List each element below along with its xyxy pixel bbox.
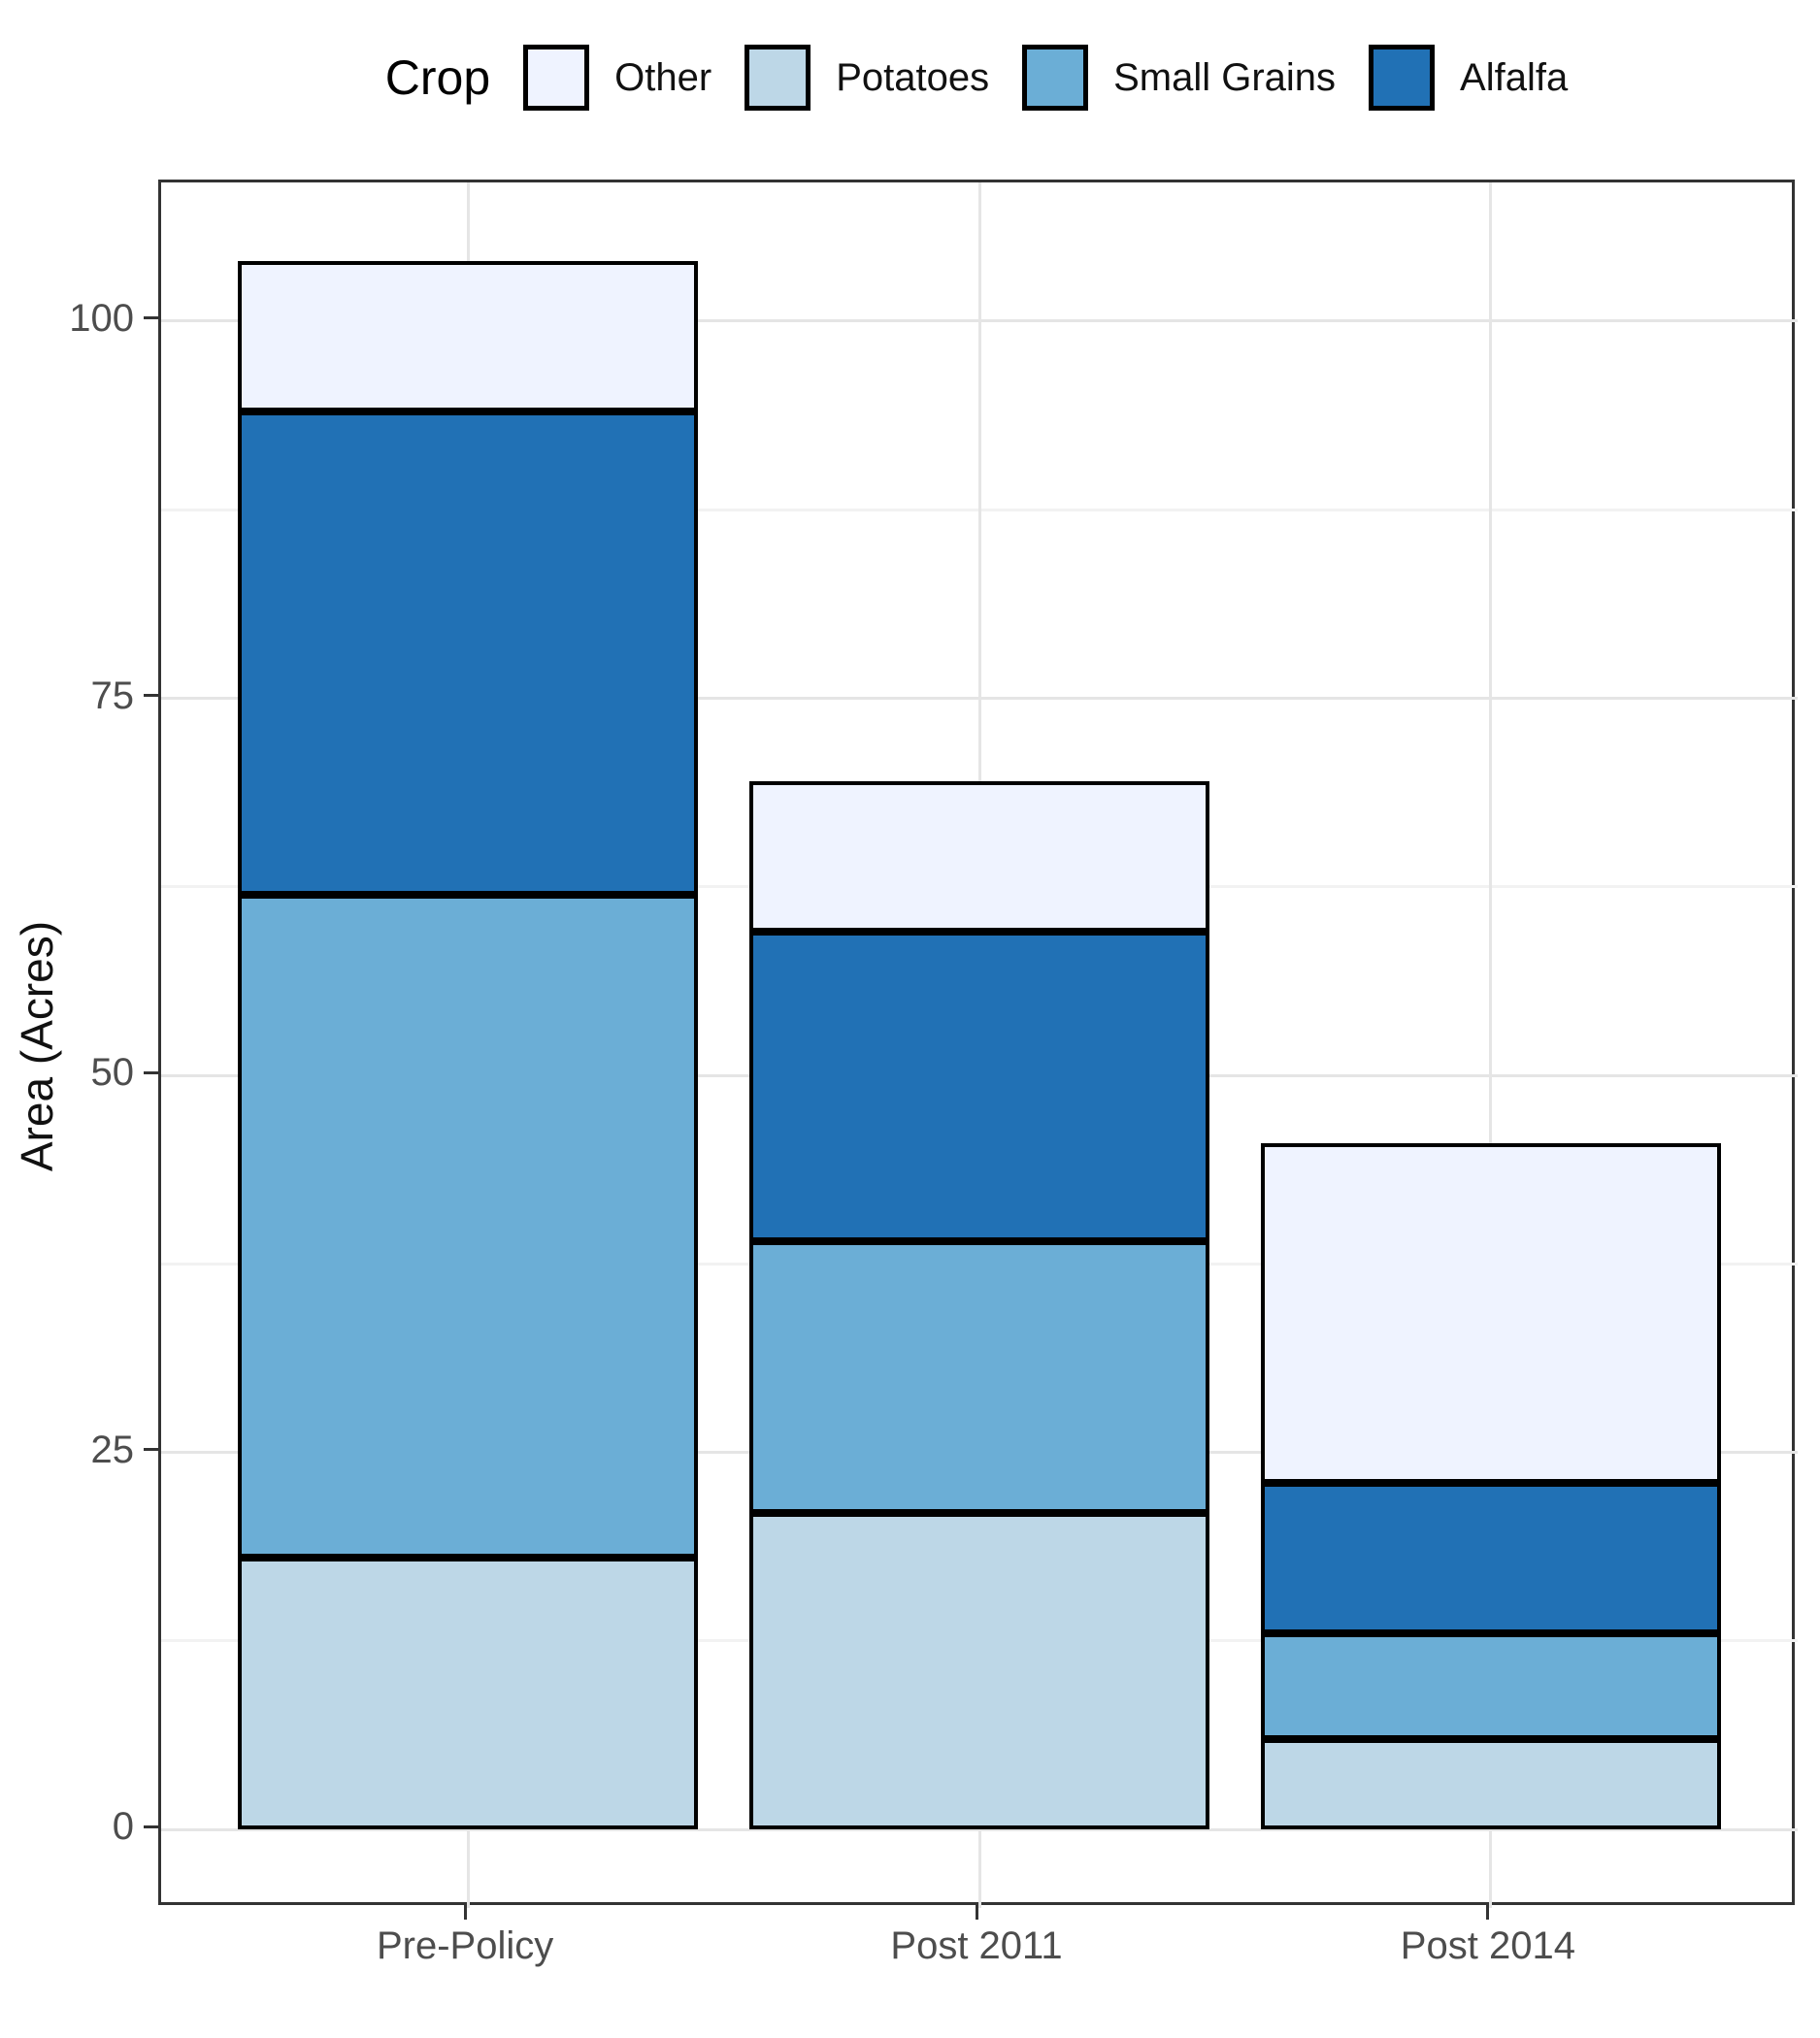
x-tick-label: Pre-Policy xyxy=(376,1924,554,1967)
x-tick xyxy=(1486,1905,1490,1920)
legend-item-potatoes: Potatoes xyxy=(745,45,989,111)
legend-label: Small Grains xyxy=(1113,55,1337,99)
y-tick-label: 0 xyxy=(112,1805,134,1849)
bar-segment-small-grains xyxy=(1260,1633,1721,1739)
legend-item-alfalfa: Alfalfa xyxy=(1369,45,1568,111)
legend-item-other: Other xyxy=(523,45,711,111)
y-tick xyxy=(144,1448,158,1452)
legend-label: Potatoes xyxy=(836,55,990,99)
gridline-major-x xyxy=(1489,182,1493,1908)
y-tick xyxy=(144,1824,158,1828)
bar-segment-other xyxy=(238,260,699,412)
y-tick-label: 75 xyxy=(90,674,135,717)
bar-segment-other xyxy=(748,781,1210,933)
legend-key-icon xyxy=(745,45,811,111)
legend-item-small-grains: Small Grains xyxy=(1022,45,1336,111)
legend-key-icon xyxy=(523,45,590,111)
bar-segment-small-grains xyxy=(238,894,699,1559)
legend-key-icon xyxy=(1022,45,1089,111)
bar-segment-potatoes xyxy=(748,1512,1210,1830)
bar-segment-other xyxy=(1260,1143,1721,1483)
y-tick xyxy=(144,1070,158,1074)
legend-label: Alfalfa xyxy=(1460,55,1569,99)
x-tick xyxy=(463,1905,467,1920)
x-tick xyxy=(975,1905,978,1920)
bar-segment-small-grains xyxy=(748,1241,1210,1513)
plot-panel xyxy=(158,180,1798,1908)
x-tick-label: Post 2011 xyxy=(890,1924,1063,1967)
y-tick xyxy=(144,316,158,320)
x-tick-label: Post 2014 xyxy=(1400,1924,1575,1967)
bar-segment-alfalfa xyxy=(748,932,1210,1242)
legend-key-icon xyxy=(1369,45,1436,111)
bar-segment-potatoes xyxy=(238,1558,699,1830)
legend-label: Other xyxy=(614,55,712,99)
legend-title: Crop xyxy=(384,50,491,105)
y-tick-label: 50 xyxy=(90,1051,135,1095)
y-tick xyxy=(144,694,158,698)
y-tick-label: 25 xyxy=(90,1428,135,1471)
y-axis-title: Area (Acres) xyxy=(12,920,62,1172)
bar-segment-potatoes xyxy=(1260,1738,1721,1830)
legend: Crop Other Potatoes Small Grains Alfalfa xyxy=(158,24,1795,131)
y-tick-label: 100 xyxy=(69,296,134,340)
bar-segment-alfalfa xyxy=(238,411,699,895)
bar-segment-alfalfa xyxy=(1260,1482,1721,1634)
